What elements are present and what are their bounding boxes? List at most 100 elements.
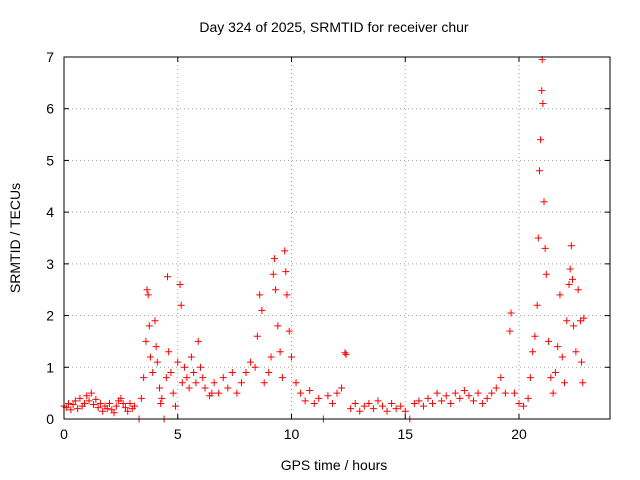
data-point <box>488 389 496 397</box>
data-point <box>149 368 157 376</box>
x-tick-label: 15 <box>397 426 413 442</box>
y-tick-label: 2 <box>46 308 54 324</box>
data-point <box>501 389 509 397</box>
data-point <box>369 405 377 413</box>
data-point <box>269 270 277 278</box>
data-point <box>71 397 79 405</box>
data-point <box>83 392 91 400</box>
data-point <box>433 389 441 397</box>
data-point <box>285 327 293 335</box>
data-point <box>542 270 550 278</box>
data-point <box>429 399 437 407</box>
data-point <box>67 406 75 414</box>
data-point <box>237 379 245 387</box>
data-point <box>549 389 557 397</box>
x-tick-label: 0 <box>60 426 68 442</box>
data-point <box>219 374 227 382</box>
y-tick-label: 4 <box>46 204 54 220</box>
data-point <box>578 358 586 366</box>
data-point <box>171 402 179 410</box>
data-point <box>178 379 186 387</box>
data-point <box>568 275 576 283</box>
data-point <box>415 397 423 405</box>
data-point <box>365 399 373 407</box>
data-point <box>342 350 350 358</box>
data-point <box>208 389 216 397</box>
data-point <box>401 407 409 415</box>
data-point <box>247 358 255 366</box>
data-point <box>69 401 77 409</box>
data-point <box>126 399 134 407</box>
data-point <box>465 392 473 400</box>
data-point <box>156 384 164 392</box>
data-point <box>157 399 165 407</box>
x-axis-label: GPS time / hours <box>281 457 388 473</box>
data-point <box>152 343 160 351</box>
data-point <box>388 399 396 407</box>
data-point <box>424 394 432 402</box>
data-point <box>278 374 286 382</box>
data-point <box>210 379 218 387</box>
x-tick-label: 10 <box>284 426 300 442</box>
data-point <box>297 389 305 397</box>
data-point <box>94 404 102 412</box>
data-point <box>558 353 566 361</box>
data-point <box>121 404 129 412</box>
data-point <box>531 332 539 340</box>
data-point <box>137 394 145 402</box>
data-point <box>110 409 118 417</box>
data-point <box>140 374 148 382</box>
data-point <box>456 394 464 402</box>
data-point <box>540 198 548 206</box>
data-point <box>260 379 268 387</box>
data-point <box>112 402 120 410</box>
data-point <box>570 322 578 330</box>
data-point <box>153 358 161 366</box>
data-point <box>572 348 580 356</box>
data-point <box>131 402 139 410</box>
data-point <box>563 317 571 325</box>
data-point <box>565 281 573 289</box>
y-tick-label: 6 <box>46 101 54 117</box>
data-point <box>556 291 564 299</box>
data-point <box>534 234 542 242</box>
data-point <box>185 384 193 392</box>
data-point <box>145 322 153 330</box>
data-point <box>333 389 341 397</box>
data-point <box>492 384 500 392</box>
data-point <box>338 384 346 392</box>
data-point <box>151 317 159 325</box>
data-point <box>181 363 189 371</box>
data-point <box>177 301 185 309</box>
data-point <box>90 401 98 409</box>
data-point <box>392 405 400 413</box>
data-point <box>451 389 459 397</box>
data-point <box>351 399 359 407</box>
data-point <box>515 399 523 407</box>
data-point <box>547 374 555 382</box>
data-point <box>117 394 125 402</box>
data-point <box>201 384 209 392</box>
plot-frame <box>63 56 611 420</box>
data-point <box>74 405 82 413</box>
data-point <box>379 402 386 410</box>
y-tick-label: 7 <box>46 49 54 65</box>
data-point <box>447 399 455 407</box>
data-point <box>197 363 204 371</box>
y-axis-label: SRMTID / TECUs <box>7 183 23 293</box>
data-point <box>310 399 318 407</box>
y-tick-label: 5 <box>46 152 54 168</box>
data-point <box>158 394 166 402</box>
data-point <box>143 286 151 294</box>
data-point <box>267 353 275 361</box>
data-point <box>119 399 127 407</box>
data-point <box>124 407 132 415</box>
data-point <box>224 384 232 392</box>
data-point <box>169 389 177 397</box>
data-point <box>253 332 261 340</box>
grid-lines <box>64 57 610 419</box>
data-point <box>85 397 93 405</box>
data-point <box>99 407 107 415</box>
data-point <box>106 399 113 407</box>
